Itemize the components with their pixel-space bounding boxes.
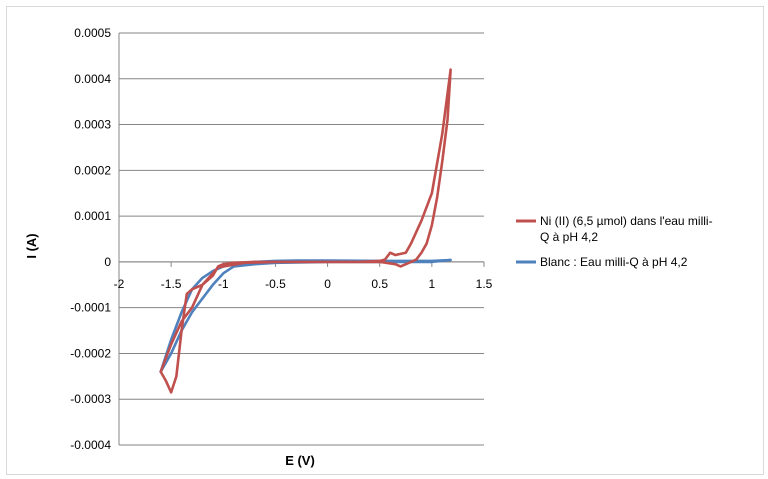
y-tick-label: 0 xyxy=(104,255,111,269)
legend-label: Blanc : Eau milli-Q à pH 4,2 xyxy=(540,255,688,269)
x-tick-label: -2 xyxy=(114,277,125,291)
legend-label: Ni (II) (6,5 µmol) dans l'eau milli-Q à … xyxy=(540,214,713,244)
y-tick-label: 0.0004 xyxy=(74,72,111,86)
chart-frame xyxy=(6,6,764,475)
x-tick-labels: -2 -1.5 -1 -0.5 0 0.5 1 1.5 xyxy=(114,277,493,291)
x-tick-label: 0 xyxy=(324,277,331,291)
x-tick-label: -1 xyxy=(218,277,229,291)
x-tick-label: 0.5 xyxy=(371,277,388,291)
y-tick-label: 0.0001 xyxy=(74,209,111,223)
x-tick-label: -0.5 xyxy=(265,277,286,291)
y-tick-label: -0.0004 xyxy=(70,438,111,452)
x-tick-label: 1 xyxy=(429,277,436,291)
y-tick-label: 0.0003 xyxy=(74,118,111,132)
y-tick-labels: 0.0005 0.0004 0.0003 0.0002 0.0001 0 -0.0001 -0… xyxy=(70,26,111,452)
x-tick-label: 1.5 xyxy=(476,277,493,291)
y-tick-label: -0.0003 xyxy=(70,392,111,406)
y-tick-label: 0.0002 xyxy=(74,163,111,177)
y-tick-label: -0.0002 xyxy=(70,346,111,360)
x-axis-title: E (V) xyxy=(285,453,315,468)
y-axis-title: I (A) xyxy=(24,233,39,258)
x-tick-label: -1.5 xyxy=(161,277,182,291)
series-line-blanc xyxy=(159,258,452,374)
legend: Ni (II) (6,5 µmol) dans l'eau milli-Q à … xyxy=(516,214,713,269)
series-line-ni xyxy=(159,68,452,394)
series-layer xyxy=(159,68,452,394)
y-tick-label: 0.0005 xyxy=(74,26,111,40)
y-tick-label: -0.0001 xyxy=(70,301,111,315)
